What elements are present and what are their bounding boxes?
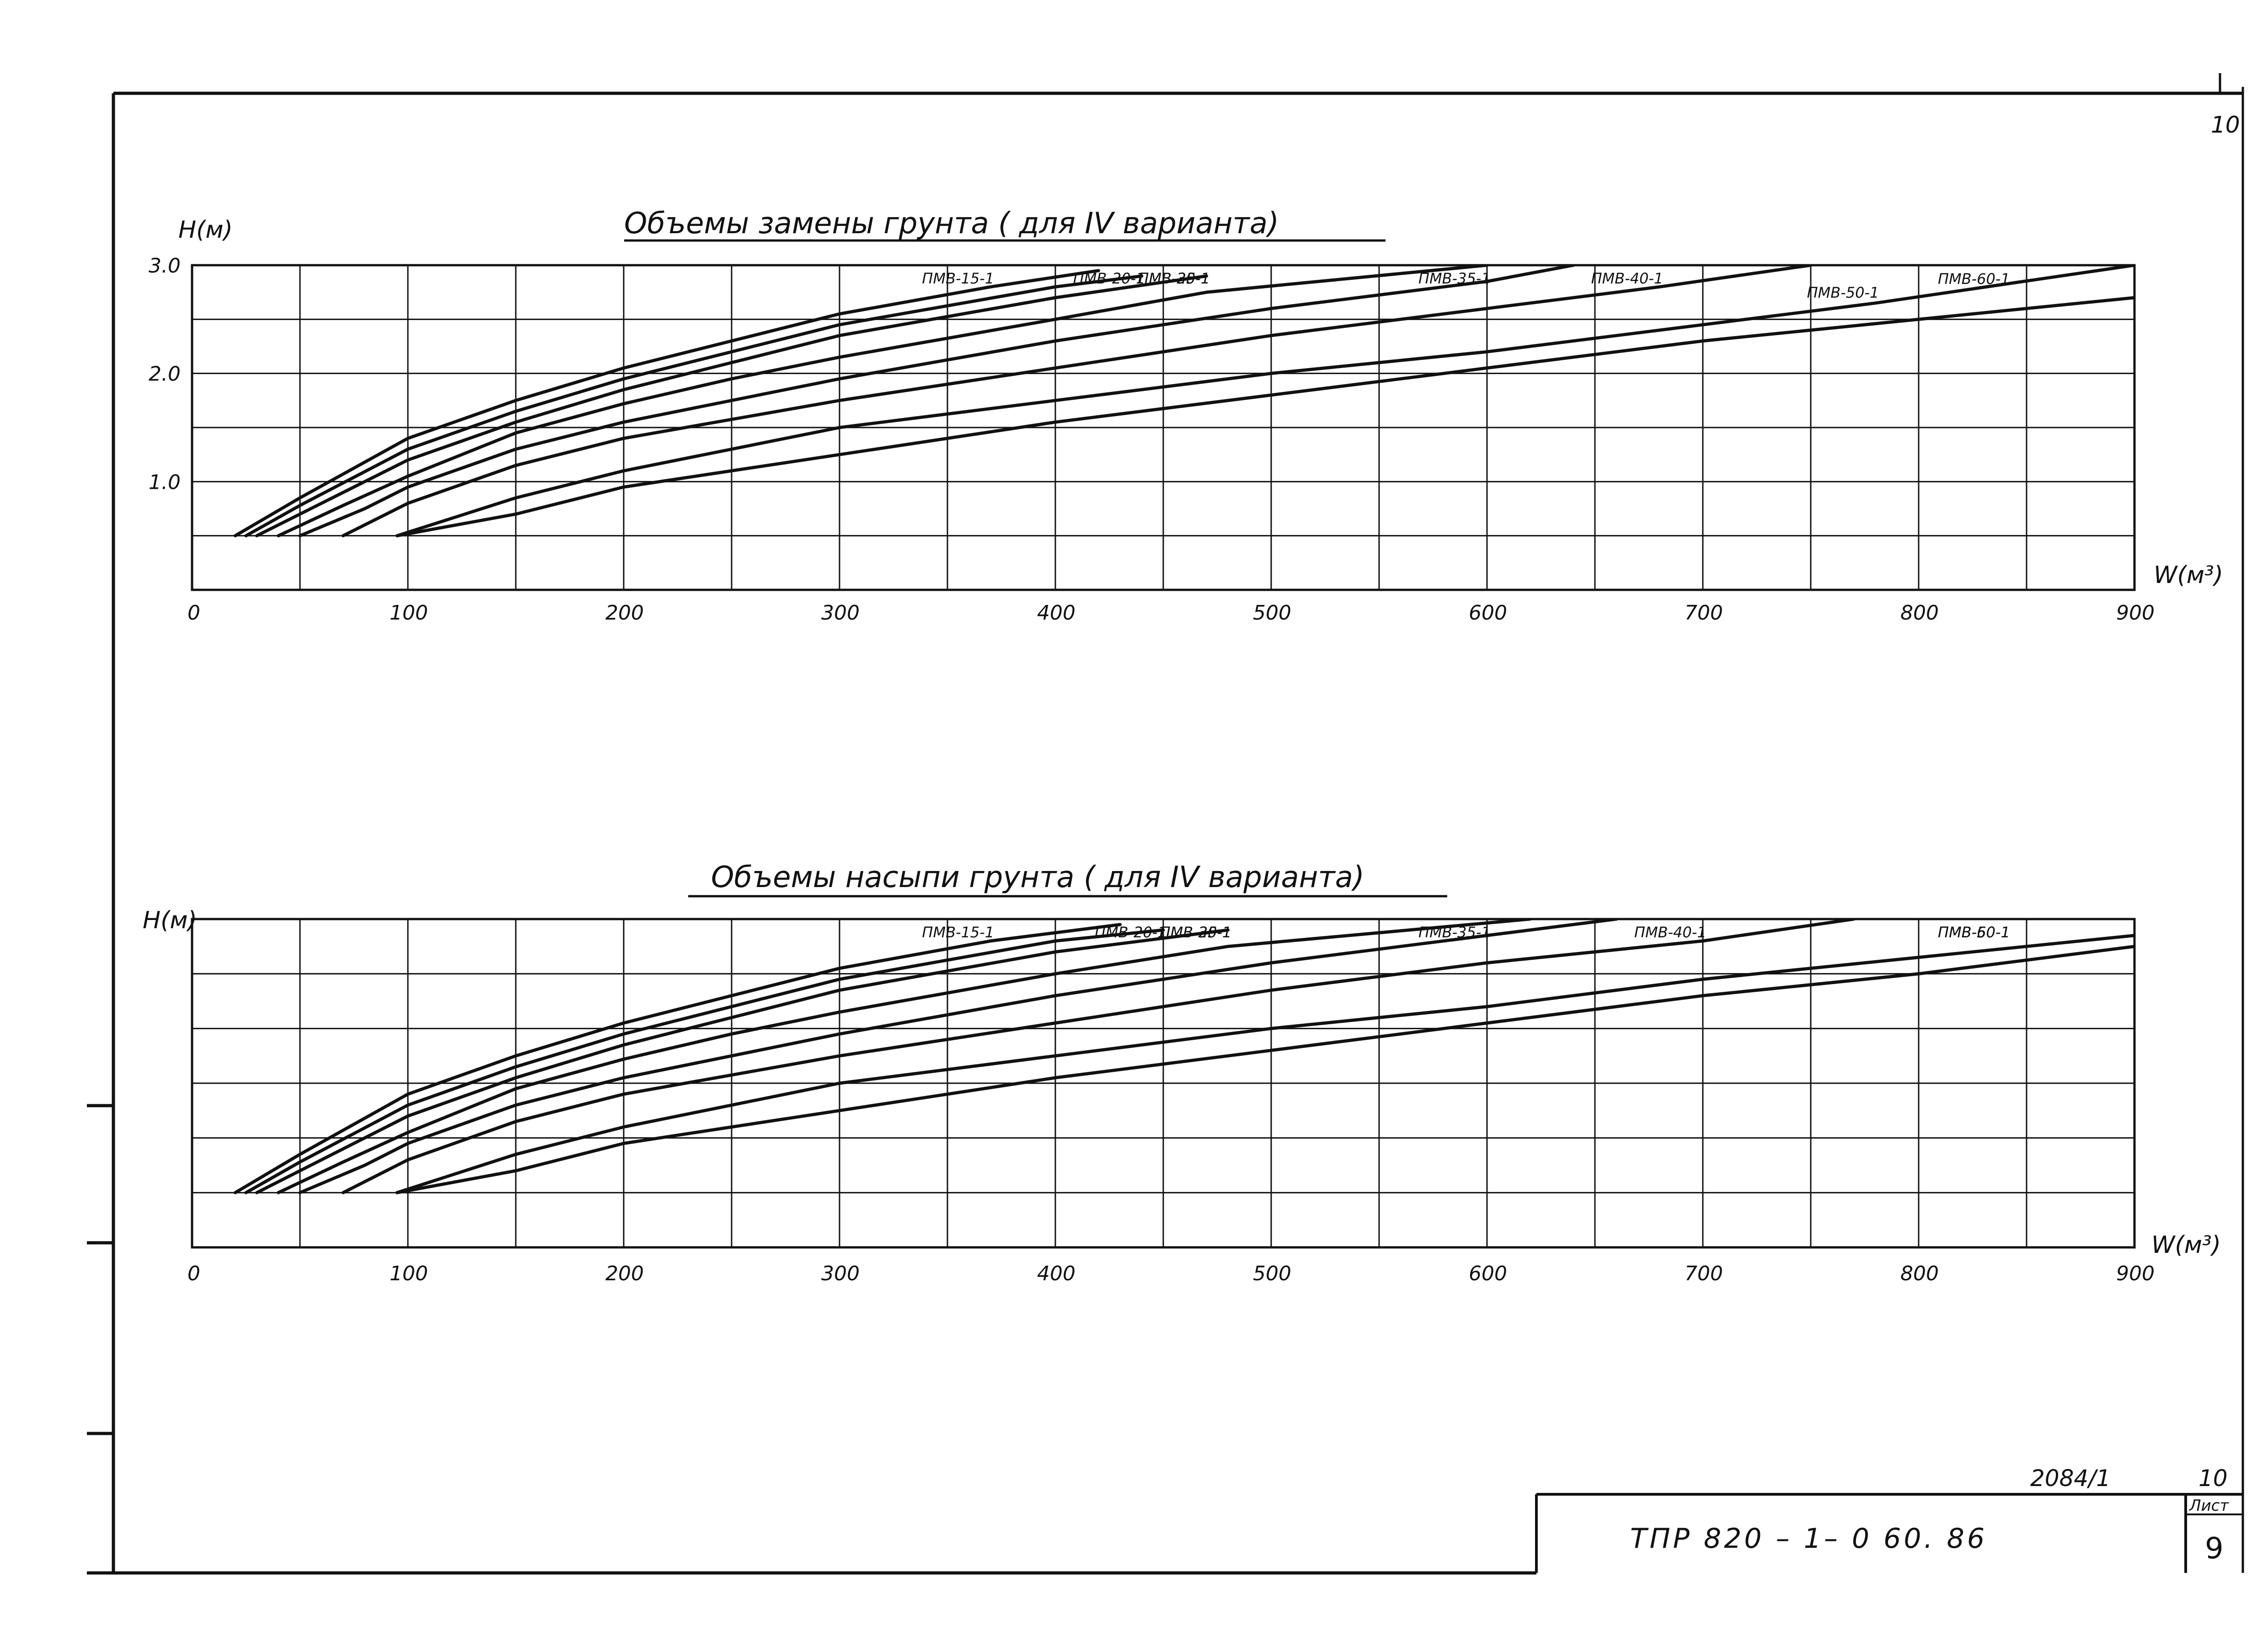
series-label: ПМВ-20-1 [1073, 270, 1145, 287]
x-tick-label: 200 [605, 601, 644, 625]
chart-1-y-axis-name: H(м) [178, 216, 233, 244]
series-line [395, 945, 2134, 1194]
chart-2-y-axis-name: H(м) [143, 907, 197, 934]
chart-2-x-axis-name: W(м³) [2151, 1231, 2221, 1259]
corner-number: 10 [2211, 112, 2240, 138]
plot-frame-rect [191, 918, 2136, 1249]
x-tick-label: 300 [821, 601, 860, 625]
x-tick-label: 0 [187, 601, 200, 625]
x-tick-label: 800 [1900, 1262, 1939, 1285]
series-line [255, 928, 1230, 1194]
series-label: ПМВ-60-1 [1938, 270, 2010, 288]
x-tick-label: 600 [1469, 1262, 1507, 1285]
series-line [395, 265, 2134, 538]
chart-soil-replacement: Объемы замены грунта ( для IV варианта) … [149, 207, 2223, 625]
series-label: ПМВ-50-1 [1807, 284, 1879, 301]
x-tick-label: 300 [821, 1262, 860, 1285]
series-line [255, 274, 1208, 538]
x-tick-label: 200 [605, 1262, 644, 1285]
x-tick-label: 500 [1253, 601, 1291, 625]
series-label: ПМВ-40-1 [1634, 924, 1706, 941]
x-tick-label: 100 [390, 1262, 428, 1285]
chart-soil-embankment: Объемы насыпи грунта ( для IV варианта) … [143, 861, 2221, 1285]
x-tick-label: 700 [1685, 1262, 1723, 1285]
series-label: ПМВ-35-1 [1418, 924, 1491, 941]
x-tick-label: 0 [187, 1262, 200, 1285]
sheet-total: 10 [2198, 1465, 2228, 1492]
series-label: ПМВ-30-1 [1160, 924, 1232, 941]
chart-2-title: Объемы насыпи грунта ( для IV варианта) [711, 861, 1364, 894]
series-line [298, 919, 1618, 1194]
series-line [233, 923, 1122, 1194]
series-line [395, 934, 2134, 1194]
document-code: ТПР 820 – 1– 0 60. 86 [1630, 1523, 1987, 1555]
series-label: ПМВ-25-1 [1160, 924, 1232, 941]
x-tick-label: 100 [390, 601, 428, 625]
chart-1-x-axis-name: W(м³) [2154, 561, 2223, 589]
x-tick-label: 400 [1037, 601, 1075, 625]
series-label: ПМВ-20-1 [1095, 924, 1167, 941]
x-tick-label: 500 [1253, 1262, 1291, 1285]
sheet-number: 9 [2205, 1532, 2224, 1566]
chart-1-y-tick-labels: 1.0 2.0 3.0 [149, 254, 181, 494]
chart-2-plot-frame [191, 918, 2136, 1249]
series-line [395, 296, 2134, 538]
x-tick-label: 900 [2116, 601, 2155, 625]
chart-2-series-lines [233, 919, 2134, 1194]
chart-1-title: Объемы замены грунта ( для IV варианта) [624, 207, 1279, 241]
series-label: ПМВ-35-1 [1418, 270, 1491, 287]
series-line [298, 265, 1575, 538]
series-line [244, 274, 1144, 538]
series-label: ПМВ-30-1 [1138, 270, 1210, 287]
series-label: ПМВ-25-1 [1138, 270, 1210, 287]
y-tick-label: 2.0 [149, 363, 181, 386]
series-line [244, 928, 1165, 1194]
x-tick-label: 900 [2116, 1262, 2155, 1285]
series-label: ПМВ-40-1 [1591, 270, 1664, 287]
y-tick-label: 3.0 [149, 254, 181, 278]
signature: 2084/1 [2030, 1465, 2111, 1492]
x-tick-label: 800 [1900, 601, 1939, 625]
chart-1-grid [192, 265, 2134, 590]
x-tick-label: 600 [1469, 601, 1507, 625]
x-tick-label: 700 [1685, 601, 1723, 625]
chart-1-x-tick-labels: 0 100 200 300 400 500 600 700 800 900 [187, 601, 2155, 625]
series-label: ПМВ-15-1 [922, 270, 994, 287]
chart-2-x-tick-labels: 0 100 200 300 400 500 600 700 800 900 [187, 1262, 2155, 1285]
y-tick-label: 1.0 [149, 471, 181, 494]
series-label: ПМВ-50-1 [1938, 924, 2010, 941]
series-line [277, 919, 1532, 1194]
plot-frame-rect [191, 264, 2136, 591]
sheet-frame [87, 73, 2244, 1575]
series-label: ПМВ-60-1 [1938, 924, 2010, 941]
chart-1-series-lines [233, 265, 2134, 538]
chart-2-grid [192, 919, 2134, 1247]
chart-1-plot-frame [191, 264, 2136, 591]
title-block: 2084/1 10 ТПР 820 – 1– 0 60. 86 Лист 9 [1535, 1465, 2243, 1573]
sheet-label: Лист [2188, 1497, 2229, 1515]
series-line [277, 265, 1489, 538]
x-tick-label: 400 [1037, 1262, 1075, 1285]
series-line [233, 269, 1100, 538]
series-label: ПМВ-15-1 [922, 924, 994, 941]
series-line [341, 265, 1813, 538]
series-line [341, 919, 1856, 1194]
